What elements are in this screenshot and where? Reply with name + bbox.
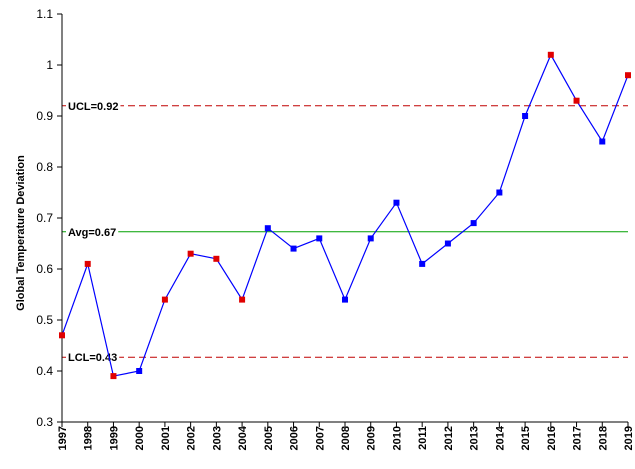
data-point [419, 260, 426, 267]
x-tick-label: 2005 [263, 426, 275, 450]
data-point [136, 368, 143, 374]
x-tick-label: 2001 [160, 426, 172, 450]
data-point [213, 255, 220, 262]
y-tick-label: 0.3 [36, 415, 53, 429]
x-tick-label: 2017 [572, 426, 584, 450]
x-tick-label: 2010 [391, 426, 403, 450]
x-tick-label: 2008 [340, 426, 352, 450]
data-point [264, 225, 271, 232]
x-tick-label: 2011 [417, 426, 429, 450]
y-tick-label: 1 [46, 58, 53, 72]
x-tick-label: 2018 [597, 426, 609, 450]
reference-line-label: UCL=0.92 [68, 101, 118, 113]
x-tick-label: 2019 [623, 426, 635, 450]
y-tick-label: 0.6 [36, 262, 53, 276]
data-point [316, 235, 323, 242]
series-line [61, 53, 629, 377]
x-tick-label: 2006 [289, 426, 301, 450]
data-point [161, 296, 168, 303]
reference-label-background [66, 351, 120, 366]
y-axis-label: Global Temperature Deviation [15, 155, 27, 311]
reference-line-label: LCL=0.43 [68, 352, 117, 364]
series-group [59, 51, 631, 380]
reference-line-label: Avg=0.67 [68, 227, 116, 239]
x-tick-label: 1999 [108, 426, 120, 450]
x-tick-label: 2002 [186, 426, 198, 450]
data-point [110, 373, 117, 380]
data-point [496, 189, 503, 196]
x-tick-label: 1998 [83, 426, 95, 450]
data-point [239, 296, 246, 303]
data-point [59, 332, 65, 339]
x-axis-ticks: 1997 1998 1999 2000 2001 2002 2003 2004 2005 2006… [57, 422, 635, 450]
x-tick-label: 2012 [443, 426, 455, 450]
data-point [599, 138, 606, 145]
x-tick-label: 2007 [314, 426, 326, 450]
x-tick-label: 2015 [520, 426, 532, 450]
data-point [470, 220, 477, 227]
x-tick-label: 1997 [57, 426, 69, 450]
reference-label-background [66, 99, 121, 114]
data-point [573, 97, 580, 104]
y-tick-label: 1.1 [36, 7, 53, 21]
data-point [393, 199, 400, 206]
data-point [444, 240, 451, 247]
x-tick-label: 2004 [237, 425, 249, 450]
x-tick-label: 2000 [134, 426, 146, 450]
data-point [84, 260, 91, 267]
y-tick-label: 0.7 [36, 211, 53, 225]
y-tick-label: 0.4 [36, 364, 53, 378]
x-tick-label: 2014 [494, 425, 506, 450]
data-point [187, 250, 194, 257]
data-point [625, 72, 631, 79]
data-point [290, 245, 297, 252]
y-axis-ticks: 0.3 0.4 0.5 0.6 0.7 0.8 0.9 1 1.1 [36, 7, 62, 429]
data-point [547, 51, 554, 58]
x-tick-label: 2016 [546, 426, 558, 450]
x-tick-label: 2009 [366, 426, 378, 450]
data-point [342, 296, 348, 303]
x-tick-label: 2013 [469, 426, 481, 450]
data-point [367, 235, 374, 242]
reference-label-background [66, 225, 119, 240]
y-tick-label: 0.9 [36, 109, 53, 123]
y-tick-label: 0.5 [36, 313, 53, 327]
data-point [522, 113, 529, 119]
x-tick-label: 2003 [211, 426, 223, 450]
reference-lines: UCL=0.92 Avg=0.67 LCL=0.43 [62, 99, 628, 366]
y-tick-label: 0.8 [36, 160, 53, 174]
